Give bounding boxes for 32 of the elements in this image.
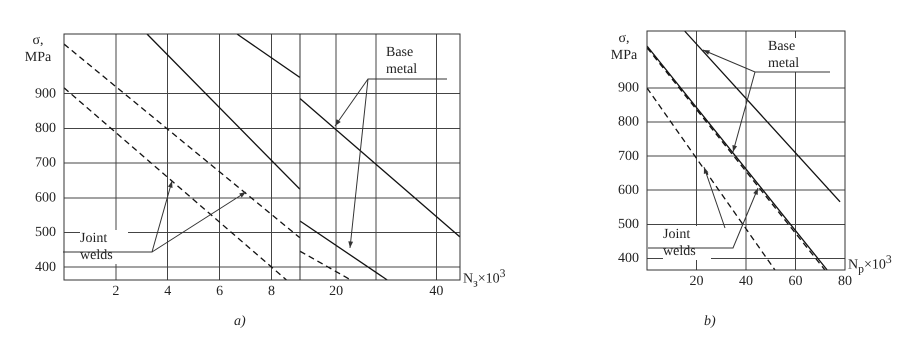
y-tick-label: 900 xyxy=(35,86,56,102)
x-tick-label: 60 xyxy=(788,274,802,290)
y-tick-label: 800 xyxy=(35,121,56,136)
text: a) xyxy=(234,313,246,330)
y-tick-label: 400 xyxy=(618,251,639,266)
x-tick-label: 40 xyxy=(429,284,444,300)
annotation: Joint welds xyxy=(663,226,711,260)
annotation: Base metal xyxy=(768,38,816,72)
annotation: Base metal xyxy=(386,44,434,78)
x-axis-title: N$_{p}$×10$^{3}$ xyxy=(848,253,892,276)
text: b) xyxy=(704,313,716,330)
y-tick-label: 900 xyxy=(618,80,639,96)
x-tick-label: 6 xyxy=(216,284,224,300)
y-tick-label: 700 xyxy=(35,156,56,171)
y-axis-title: σ, MPa xyxy=(610,30,638,64)
x-tick-label: 20 xyxy=(690,274,704,290)
y-tick-label: 600 xyxy=(618,182,639,198)
y-tick-label: 700 xyxy=(618,148,639,164)
x-tick-label: 80 xyxy=(838,274,852,290)
y-tick-label: 500 xyxy=(35,225,56,240)
y-tick-label: 800 xyxy=(618,114,639,130)
annotation: Joint welds xyxy=(80,230,128,264)
x-tick-label: 8 xyxy=(268,284,275,300)
x-tick-label: 4 xyxy=(164,284,172,300)
y-tick-label: 600 xyxy=(35,190,56,206)
y-tick-label: 400 xyxy=(35,260,56,275)
y-tick-label: 500 xyxy=(618,216,639,232)
x-tick-label: 40 xyxy=(739,274,753,290)
x-axis-title: N$_{з}$×10$^{3}$ xyxy=(463,266,506,292)
y-axis-title: σ, MPa xyxy=(24,32,52,66)
x-tick-label: 2 xyxy=(112,284,120,300)
x-tick-label: 20 xyxy=(329,284,344,300)
